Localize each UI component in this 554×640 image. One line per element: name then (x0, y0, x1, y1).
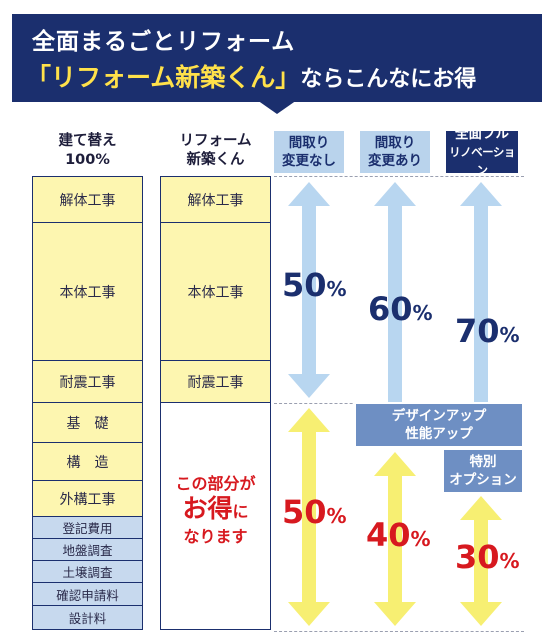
percent-number: 60 (368, 290, 413, 328)
option-line: 間取り (374, 135, 416, 151)
column-header-rebuild: 建て替え 100% (32, 132, 143, 170)
upper-percent-3: 70% (455, 312, 520, 350)
savings-area (160, 402, 271, 630)
reform-item-seismic: 耐震工事 (160, 360, 271, 404)
column-header-line: リフォーム (179, 133, 252, 149)
percent-sign: % (499, 323, 520, 347)
option-line: 間取り (288, 135, 330, 151)
box-line: 特別 (469, 454, 497, 470)
double-arrow-yellow-1 (288, 408, 330, 626)
double-arrow-blue-3 (460, 182, 502, 450)
blue-arrows (288, 182, 502, 450)
rebuild-fee-soil-survey: 土壌調査 (32, 560, 143, 583)
reform-item-main-construction: 本体工事 (160, 222, 271, 362)
column-header-line: 100% (65, 152, 110, 168)
double-arrow-yellow-3 (460, 496, 502, 626)
savings-line: なります (183, 527, 248, 546)
double-arrow-blue-2 (374, 182, 416, 404)
rebuild-item-structure: 構 造 (32, 442, 143, 482)
percent-sign: % (326, 277, 347, 301)
column-header-reform: リフォーム 新築くん (160, 132, 271, 170)
savings-line: この部分が (175, 474, 256, 493)
column-header-line: 新築くん (186, 152, 245, 168)
percent-number: 50 (282, 493, 327, 531)
special-option-box: 特別 オプション (442, 448, 524, 494)
percent-number: 30 (455, 538, 500, 576)
rebuild-fee-design: 設計料 (32, 605, 143, 630)
percent-sign: % (499, 549, 520, 573)
rebuild-item-foundation: 基 礎 (32, 402, 143, 444)
option-line: 変更なし (282, 153, 336, 169)
yellow-arrows (288, 408, 502, 626)
percent-number: 40 (366, 516, 411, 554)
rebuild-item-seismic: 耐震工事 (32, 360, 143, 404)
savings-emphasis: お得 (182, 494, 233, 523)
guide-line-top (274, 176, 524, 177)
percent-sign: % (326, 504, 347, 528)
rebuild-fee-application: 確認申請料 (32, 582, 143, 606)
column-header-line: 建て替え (58, 133, 117, 149)
lower-percent-2: 40% (366, 516, 431, 554)
percent-number: 70 (455, 312, 500, 350)
savings-particle: に (232, 502, 249, 521)
upper-percent-2: 60% (368, 290, 433, 328)
option-line: 変更あり (368, 153, 422, 169)
savings-text: この部分が お得に なります (160, 474, 271, 547)
header-banner (12, 14, 542, 102)
percent-sign: % (412, 301, 433, 325)
header-subtitle: 「リフォーム新築くん」ならこんなにお得 (26, 58, 476, 94)
option-full-renovation: 全面フル リノベーション (446, 126, 518, 177)
header-pointer (257, 100, 297, 114)
option-line: 全面フル (455, 126, 509, 142)
box-line: オプション (449, 472, 517, 488)
reform-item-demolition: 解体工事 (160, 176, 271, 224)
box-line: 性能アップ (405, 426, 473, 442)
guide-line-bottom (274, 631, 524, 632)
box-line: デザインアップ (391, 408, 487, 424)
percent-number: 50 (282, 266, 327, 304)
savings-line: お得に (160, 494, 271, 527)
upper-percent-1: 50% (282, 266, 347, 304)
header-highlight: 「リフォーム新築くん」 (26, 63, 301, 92)
option-layout-change: 間取り 変更あり (360, 131, 430, 173)
header-tail: ならこんなにお得 (300, 67, 477, 92)
rebuild-item-demolition: 解体工事 (32, 176, 143, 224)
double-arrow-blue-1 (288, 182, 330, 398)
option-no-layout-change: 間取り 変更なし (274, 131, 344, 173)
lower-percent-1: 50% (282, 493, 347, 531)
design-performance-box: デザインアップ 性能アップ (354, 402, 524, 448)
header-title: 全面まるごとリフォーム (32, 29, 296, 55)
double-arrow-yellow-2 (374, 452, 416, 626)
option-line: リノベーション (449, 145, 515, 177)
lower-percent-3: 30% (455, 538, 520, 576)
percent-sign: % (410, 527, 431, 551)
